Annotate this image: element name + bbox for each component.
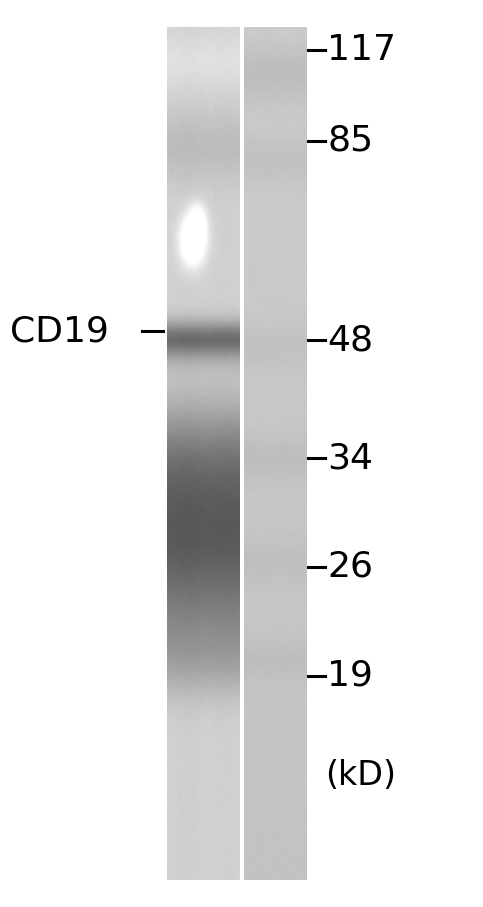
Text: 26: 26 bbox=[327, 550, 373, 584]
Text: 48: 48 bbox=[327, 323, 373, 357]
Text: 117: 117 bbox=[327, 33, 397, 67]
Text: (kD): (kD) bbox=[325, 759, 396, 792]
Text: CD19: CD19 bbox=[10, 314, 109, 348]
Text: 34: 34 bbox=[327, 441, 373, 475]
Text: 85: 85 bbox=[327, 123, 373, 158]
Text: 19: 19 bbox=[327, 658, 373, 693]
